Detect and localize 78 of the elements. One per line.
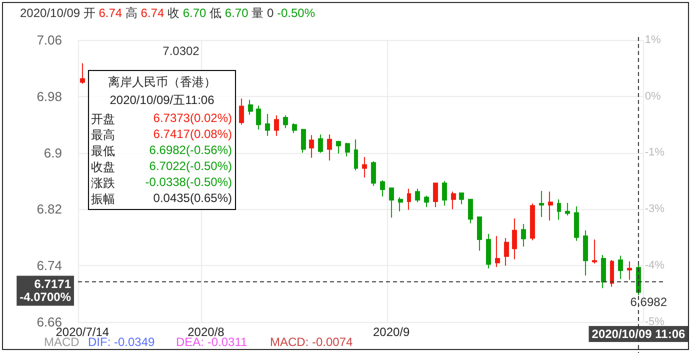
annotation: 6.7022(-0.50%) xyxy=(149,159,232,173)
candlestick xyxy=(354,138,358,171)
x-tick-label: 2020/10/09 11:06 xyxy=(592,327,686,341)
candlestick xyxy=(512,218,517,260)
candlestick xyxy=(415,188,420,203)
candlestick xyxy=(248,99,253,116)
candlestick xyxy=(371,160,376,186)
y2-tick-label: -4% xyxy=(644,260,665,272)
candlestick xyxy=(407,188,411,210)
candlestick xyxy=(442,180,447,206)
candlestick xyxy=(565,202,570,216)
annotation: 6.7373(0.02%) xyxy=(153,111,232,125)
annotation: 6.6982 xyxy=(630,295,668,309)
candlestick xyxy=(601,254,606,289)
candlestick xyxy=(574,206,579,242)
candlestick xyxy=(495,235,500,268)
candlestick xyxy=(477,216,482,252)
candlestick xyxy=(327,134,332,162)
candlestick xyxy=(345,142,350,157)
x-tick-label: 2020/9 xyxy=(372,325,410,339)
y-tick-label: 6.9 xyxy=(44,145,62,160)
candlestick xyxy=(398,196,403,212)
annotation: -0.0338(-0.50%) xyxy=(145,175,232,189)
annotation: 收盘 xyxy=(91,159,115,176)
candlestick xyxy=(380,180,385,198)
candlestick xyxy=(318,134,323,154)
annotation: 6.6982(-0.56%) xyxy=(149,143,232,157)
candlestick xyxy=(239,98,244,126)
candlestick xyxy=(265,114,270,136)
candlestick xyxy=(504,238,509,266)
candlestick xyxy=(389,188,394,218)
y2-tick-label: 0% xyxy=(644,90,661,102)
annotation: 振幅 xyxy=(91,191,115,208)
candlestick xyxy=(521,224,526,248)
y-tick-label: 6.82 xyxy=(36,202,62,217)
y2-tick-label: -5% xyxy=(644,316,665,328)
candlestick xyxy=(618,255,623,280)
candlestick xyxy=(283,114,288,129)
candlestick xyxy=(539,190,544,218)
annotation: 涨跌 xyxy=(91,175,115,192)
annotation: 最低 xyxy=(91,143,115,160)
candlestick xyxy=(80,62,85,84)
candlestick xyxy=(548,191,553,221)
candlestick xyxy=(256,105,261,130)
candlestick xyxy=(336,140,341,154)
candlestick xyxy=(459,192,464,205)
text: 2020/10/09 开 6.74 高 6.74 收 6.70 低 6.70 量 0 -0.50% xyxy=(20,6,315,20)
annotation: 2020/10/09/五11:06 xyxy=(108,92,216,109)
text: MACD: -0.0074 xyxy=(270,335,353,349)
candlestick xyxy=(424,195,429,208)
candlestick xyxy=(292,122,297,134)
candlestick xyxy=(309,134,314,158)
candlestick xyxy=(610,259,614,288)
candlestick xyxy=(583,230,588,276)
annotation: 7.0302 xyxy=(162,44,200,58)
y2-tick-label: -1% xyxy=(644,146,665,159)
ref-line-label: 6.7171 -4.0700% xyxy=(20,277,72,304)
candlestick xyxy=(486,233,491,269)
y2-tick-label: 1% xyxy=(644,34,661,46)
annotation: 开盘 xyxy=(91,111,115,128)
candlestick xyxy=(592,239,597,264)
candlestick xyxy=(468,198,473,224)
y-tick-label: 6.98 xyxy=(36,88,62,104)
candlestick xyxy=(301,128,306,154)
y-tick-label: 7.06 xyxy=(36,32,62,48)
candlestick xyxy=(362,156,367,178)
y2-tick-label: -3% xyxy=(644,202,665,215)
candlestick xyxy=(557,198,561,220)
y-tick-label: 6.74 xyxy=(36,258,62,274)
annotation: 6.7417(0.08%) xyxy=(153,127,232,141)
annotation: 0.0435(0.65%) xyxy=(153,191,232,205)
annotation: 离岸人民币（香港） xyxy=(107,74,217,91)
annotation: 最高 xyxy=(91,127,115,144)
candlestick xyxy=(627,260,632,280)
candlestick xyxy=(451,191,456,210)
candlestick xyxy=(274,114,279,136)
candlestick xyxy=(433,182,438,208)
candlestick xyxy=(530,203,535,241)
